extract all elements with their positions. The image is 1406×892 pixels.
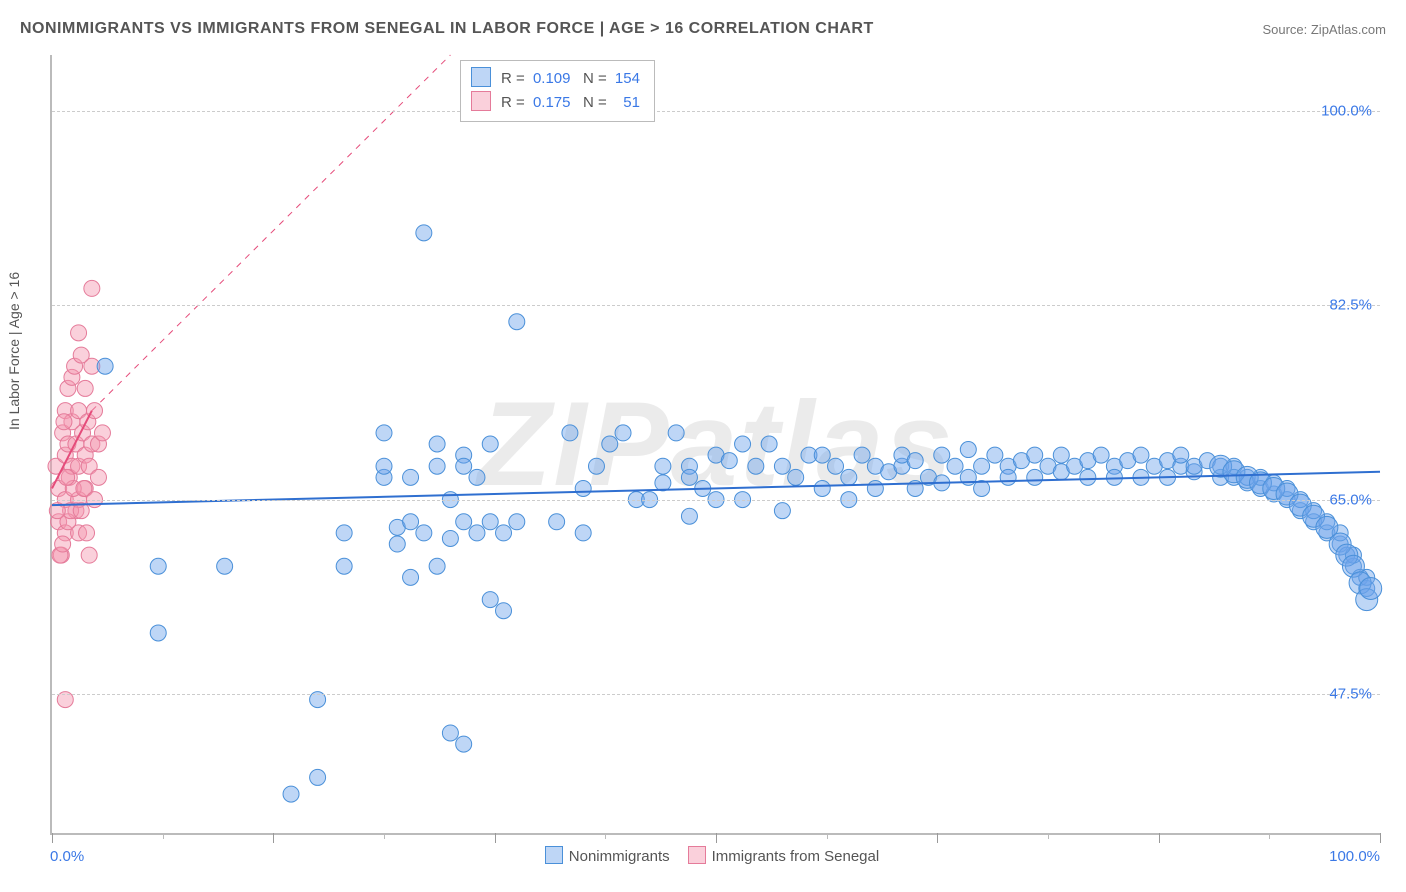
- x-tick-minor: [1048, 833, 1049, 839]
- y-tick-label: 100.0%: [1321, 102, 1372, 119]
- legend-row: R = 0.109 N = 154: [471, 67, 640, 91]
- y-tick-label: 47.5%: [1329, 686, 1372, 703]
- x-tick-minor: [827, 833, 828, 839]
- gridline: [52, 694, 1380, 695]
- gridline: [52, 111, 1380, 112]
- legend-label: Nonimmigrants: [569, 848, 670, 865]
- gridline: [52, 305, 1380, 306]
- x-tick-major: [716, 833, 717, 843]
- y-tick-label: 65.0%: [1329, 491, 1372, 508]
- y-tick-label: 82.5%: [1329, 297, 1372, 314]
- legend-swatch: [545, 846, 563, 864]
- source-label: Source: ZipAtlas.com: [1262, 22, 1386, 37]
- gridline: [52, 500, 1380, 501]
- correlation-legend: R = 0.109 N = 154R = 0.175 N = 51: [460, 60, 655, 122]
- bottom-legend: Nonimmigrants Immigrants from Senegal: [0, 846, 1406, 865]
- x-tick-major: [273, 833, 274, 843]
- y-axis-label: In Labor Force | Age > 16: [6, 272, 22, 430]
- x-tick-major: [1159, 833, 1160, 843]
- source-prefix: Source:: [1262, 22, 1310, 37]
- x-tick-minor: [605, 833, 606, 839]
- chart-title: NONIMMIGRANTS VS IMMIGRANTS FROM SENEGAL…: [20, 20, 874, 38]
- x-tick-major: [52, 833, 53, 843]
- x-tick-major: [495, 833, 496, 843]
- legend-swatch: [688, 846, 706, 864]
- source-link[interactable]: ZipAtlas.com: [1311, 22, 1386, 37]
- scatter-svg: [52, 55, 1380, 833]
- x-tick-minor: [1269, 833, 1270, 839]
- x-tick-major: [1380, 833, 1381, 843]
- legend-row: R = 0.175 N = 51: [471, 91, 640, 115]
- legend-swatch: [471, 67, 491, 87]
- x-tick-major: [937, 833, 938, 843]
- legend-swatch: [471, 91, 491, 111]
- legend-label: Immigrants from Senegal: [712, 848, 880, 865]
- x-tick-minor: [163, 833, 164, 839]
- chart-plot-area: ZIPatlas 47.5%65.0%82.5%100.0%: [50, 55, 1380, 835]
- x-tick-minor: [384, 833, 385, 839]
